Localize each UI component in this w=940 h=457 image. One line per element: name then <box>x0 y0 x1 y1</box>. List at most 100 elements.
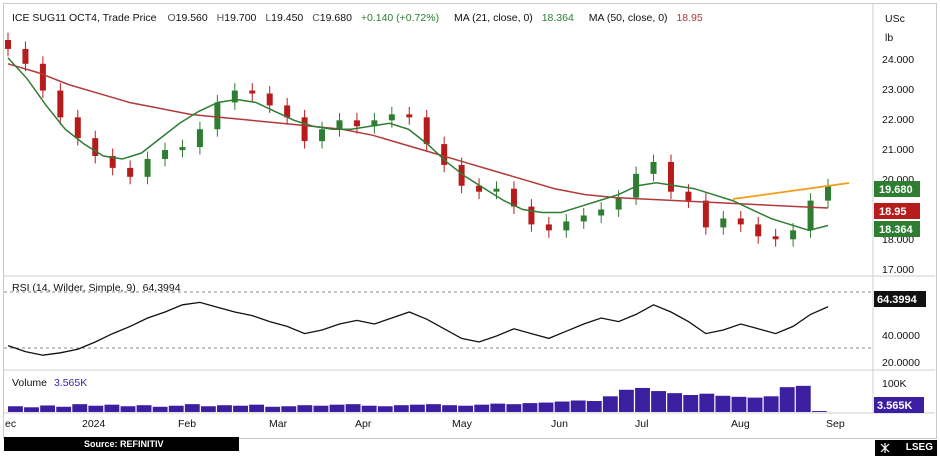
candle-body <box>685 191 692 201</box>
ma21-label: MA (21, close, 0) <box>454 12 533 24</box>
candle-body <box>476 185 483 192</box>
volume-bar <box>474 404 490 412</box>
candle-body <box>109 156 116 168</box>
ohlc-open-value: 19.560 <box>176 12 208 24</box>
rsi-label: RSI (14, Wilder, Simple, 9) <box>12 282 136 294</box>
ma50-label: MA (50, close, 0) <box>589 12 668 24</box>
volume-bar <box>88 405 104 412</box>
candle-body <box>162 150 169 159</box>
volume-bar <box>667 393 683 412</box>
ma21-value: 18.364 <box>542 12 574 24</box>
symbol-label: ICE SUG11 OCT4, Trade Price <box>12 12 157 24</box>
candle-body <box>755 224 762 237</box>
x-label-aug: Aug <box>731 418 750 430</box>
candle-body <box>528 206 535 225</box>
candle-body <box>231 90 238 103</box>
volume-bar <box>281 406 297 412</box>
candle-body <box>807 200 814 231</box>
volume-bar <box>313 405 329 412</box>
price-tick-21: 21.000 <box>882 144 914 156</box>
ma50-line <box>7 63 829 209</box>
brand-footer: LSEG <box>875 440 937 456</box>
candle-body <box>353 120 360 127</box>
volume-bar <box>522 403 538 412</box>
candle-body <box>737 218 744 225</box>
change-value: +0.140 (+0.72%) <box>361 12 439 24</box>
source-footer: Source: REFINITIV <box>4 437 239 451</box>
volume-bar <box>361 405 377 412</box>
x-label-sep: Sep <box>826 418 845 430</box>
volume-panel-label: Volume 3.565K <box>12 377 87 389</box>
candle-body <box>598 209 605 216</box>
candle-body <box>458 164 465 186</box>
candle-body <box>284 105 291 118</box>
ma50-value: 18.95 <box>676 12 702 24</box>
price-candles <box>5 32 831 247</box>
volume-bar <box>554 401 570 412</box>
volume-bar <box>393 405 409 412</box>
price-tick-17: 17.000 <box>882 264 914 276</box>
candle-body <box>196 129 203 148</box>
volume-bar <box>795 385 811 412</box>
volume-bar <box>602 396 618 412</box>
candle-body <box>127 167 134 177</box>
candle-body <box>39 63 46 91</box>
candle-body <box>720 218 727 228</box>
volume-label: Volume <box>12 377 47 389</box>
candle-body <box>179 147 186 151</box>
candle-body <box>406 114 413 118</box>
volume-bar <box>40 405 56 412</box>
brand-label: LSEG <box>905 442 933 453</box>
volume-bar <box>635 387 650 412</box>
volume-bar <box>168 405 184 412</box>
ohlc-high-value: 19.700 <box>224 12 256 24</box>
candle-body <box>336 120 343 130</box>
volume-bar <box>8 406 23 412</box>
volume-bar <box>152 406 168 412</box>
candle-body <box>57 90 64 118</box>
ma50-tag: 18.95 <box>874 203 920 219</box>
rsi-label-value: 64.3994 <box>143 282 181 294</box>
volume-bar <box>217 405 232 412</box>
candle-body <box>388 114 395 121</box>
volume-bar <box>120 406 136 412</box>
volume-tag: 3.565K <box>874 397 924 413</box>
volume-bar <box>136 405 152 412</box>
candle-body <box>5 40 11 49</box>
rsi-tag: 64.3994 <box>874 291 926 307</box>
ma21-tag: 18.364 <box>874 221 920 237</box>
volume-tag-text: 3.565K <box>877 400 913 412</box>
volume-tick-100k: 100K <box>882 378 907 390</box>
last-price-tag: 19.680 <box>874 181 920 197</box>
price-tick-23: 23.000 <box>882 84 914 96</box>
x-label-apr: Apr <box>355 418 372 430</box>
volume-bar <box>715 395 731 412</box>
candle-body <box>423 117 430 145</box>
volume-bar <box>618 389 634 412</box>
candle-body <box>667 161 674 192</box>
volume-bar <box>506 404 522 412</box>
x-label-dec: ec <box>5 418 16 430</box>
resistance-trendline <box>732 182 850 200</box>
x-label-2024: 2024 <box>82 418 106 430</box>
unit-top: USc <box>885 13 905 25</box>
candle-body <box>249 90 256 94</box>
volume-bar <box>233 405 248 412</box>
candle-body <box>493 188 500 192</box>
volume-bar <box>699 393 715 412</box>
rsi-tick-20: 20.0000 <box>882 357 920 369</box>
x-label-jun: Jun <box>551 418 568 430</box>
x-label-feb: Feb <box>178 418 196 430</box>
x-label-mar: Mar <box>269 418 288 430</box>
ohlc-close-key: C <box>312 12 320 24</box>
x-label-jul: Jul <box>635 418 648 430</box>
rsi-tick-40: 40.0000 <box>882 330 920 342</box>
volume-bar <box>184 404 200 412</box>
volume-bar <box>763 396 779 412</box>
volume-bars <box>8 385 827 412</box>
volume-bar <box>426 404 441 412</box>
price-tick-22: 22.000 <box>882 114 914 126</box>
candle-body <box>510 188 517 207</box>
candle-body <box>214 102 221 130</box>
